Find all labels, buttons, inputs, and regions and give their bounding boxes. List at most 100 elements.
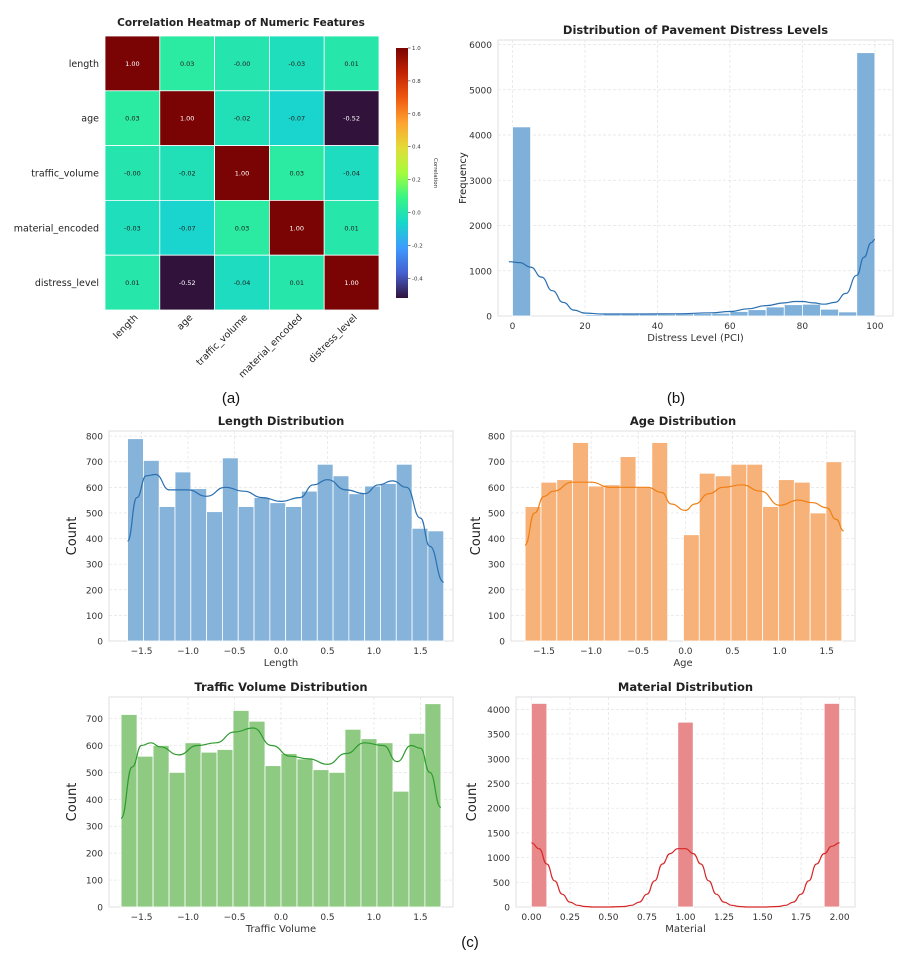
material-y-tick-label: 0 xyxy=(504,904,510,914)
heatmap-cell-label: 0.03 xyxy=(235,224,249,232)
age-y-tick-label: 100 xyxy=(488,612,505,622)
distress-y-tick-label: 1000 xyxy=(469,267,492,277)
material-x-tick-label: 0.75 xyxy=(637,913,657,923)
distress-y-tick-label: 6000 xyxy=(469,41,492,51)
distress-chart: 0 1000 2000 3000 4000 5000 6000 0 20 40 60 80 100 Dis… xyxy=(458,23,894,344)
material-y-axis-label: Count xyxy=(465,783,480,822)
distress-y-tick-label: 3000 xyxy=(469,177,492,187)
traffic-bar xyxy=(168,771,186,908)
length-bar xyxy=(158,506,176,642)
heatmap-cell xyxy=(159,35,216,92)
material-chart: 0 500 1000 1500 2000 2500 3000 3500 4000 0.00 0.25… xyxy=(465,680,856,935)
traffic-bar xyxy=(360,738,378,908)
panel-label-c: (c) xyxy=(461,934,479,951)
age-bar xyxy=(588,485,605,642)
age-x-tick-label: −0.5 xyxy=(627,647,649,657)
age-bar xyxy=(730,463,748,642)
traffic-bar xyxy=(312,769,330,908)
heatmap-cell xyxy=(268,145,325,201)
traffic-bar xyxy=(152,745,170,908)
traffic-y-tick-label: 500 xyxy=(86,769,103,779)
length-y-tick-label: 700 xyxy=(86,458,103,468)
length-y-tick-label: 100 xyxy=(86,612,103,622)
traffic-x-tick-label: −1.0 xyxy=(177,913,199,923)
heatmap-cell xyxy=(159,199,216,256)
age-bar xyxy=(572,442,589,642)
material-y-tick-label: 3500 xyxy=(487,731,510,741)
traffic-chart: 0 100 200 300 400 500 600 700 −1.5 −1.0 −0.5 0.0 0.5… xyxy=(65,680,454,935)
distress-y-tick-label: 5000 xyxy=(469,86,492,96)
traffic-x-tick-label: 0.5 xyxy=(320,913,334,923)
traffic-y-tick-label: 200 xyxy=(86,850,103,860)
age-bar xyxy=(524,506,542,642)
length-bar xyxy=(206,511,223,642)
length-x-tick-label: 1.0 xyxy=(367,647,382,657)
traffic-x-tick-label: 0.0 xyxy=(274,913,289,923)
traffic-y-tick-label: 300 xyxy=(86,823,103,833)
material-y-tick-label: 4000 xyxy=(487,706,510,716)
age-bar xyxy=(793,481,811,642)
material-y-tick-label: 500 xyxy=(493,879,510,889)
traffic-bar xyxy=(264,765,282,908)
material-x-tick-label: 0.50 xyxy=(598,913,618,923)
length-x-tick-label: −1.0 xyxy=(177,647,199,657)
material-x-tick-label: 1.75 xyxy=(791,913,811,923)
traffic-y-tick-label: 0 xyxy=(97,904,103,914)
length-y-tick-label: 200 xyxy=(86,586,103,596)
length-bar xyxy=(332,475,350,642)
age-x-tick-label: −1.5 xyxy=(533,647,555,657)
length-bar xyxy=(348,493,366,642)
material-title: Material Distribution xyxy=(618,680,753,694)
traffic-bar xyxy=(344,728,362,908)
heatmap-cell-label: -0.02 xyxy=(234,115,251,123)
material-x-tick-label: 0.00 xyxy=(521,913,541,923)
heatmap-cell-label: -0.03 xyxy=(124,224,141,232)
traffic-x-tick-label: −1.5 xyxy=(131,913,153,923)
material-x-tick-label: 0.25 xyxy=(560,913,580,923)
length-kde-line xyxy=(127,473,445,583)
distress-bar xyxy=(856,52,876,317)
heatmap-cell-label: 0.03 xyxy=(125,115,139,123)
colorbar-tick-label: -0.4 xyxy=(412,276,423,282)
traffic-bar xyxy=(120,714,138,908)
age-x-tick-label: 1.0 xyxy=(772,647,787,657)
distress-x-axis-label: Distress Level (PCI) xyxy=(647,333,744,344)
distress-x-tick-label: 60 xyxy=(724,322,736,332)
age-y-tick-label: 700 xyxy=(488,458,505,468)
age-y-tick-label: 400 xyxy=(488,535,505,545)
material-x-tick-label: 2.00 xyxy=(830,913,850,923)
age-kde-line xyxy=(524,481,844,546)
length-bar xyxy=(301,490,318,642)
heatmap-cell-label: 1.00 xyxy=(344,279,358,287)
age-bar xyxy=(635,486,653,642)
length-bar xyxy=(237,506,255,642)
age-x-tick-label: 1.5 xyxy=(820,647,834,657)
heatmap-cell xyxy=(159,254,216,311)
material-bar xyxy=(823,703,840,908)
traffic-bar xyxy=(232,710,250,908)
age-bar xyxy=(619,456,637,642)
material-y-tick-label: 2500 xyxy=(487,780,510,790)
heatmap-cell-label: -0.00 xyxy=(124,170,141,178)
heatmap-row-label: distress_level xyxy=(35,278,99,289)
distress-bar xyxy=(802,303,821,317)
heatmap-cell xyxy=(214,35,270,92)
age-bar xyxy=(603,484,621,642)
length-bar xyxy=(190,488,208,642)
heatmap-cell-label: 0.01 xyxy=(125,279,139,287)
length-bar xyxy=(127,438,144,642)
material-y-tick-label: 1000 xyxy=(487,854,510,864)
length-y-axis-label: Count xyxy=(65,517,80,556)
distress-x-tick-label: 40 xyxy=(652,322,664,332)
age-bar xyxy=(556,479,574,642)
colorbar-tick-label: -0.2 xyxy=(412,243,423,249)
distress-x-tick-label: 80 xyxy=(797,322,809,332)
distress-bar xyxy=(693,313,713,317)
heatmap-cell-label: 0.03 xyxy=(180,60,194,68)
distress-bar xyxy=(729,311,749,317)
material-y-tick-label: 3000 xyxy=(487,755,510,765)
heatmap-cell xyxy=(323,90,380,147)
heatmap-cell xyxy=(214,199,270,256)
